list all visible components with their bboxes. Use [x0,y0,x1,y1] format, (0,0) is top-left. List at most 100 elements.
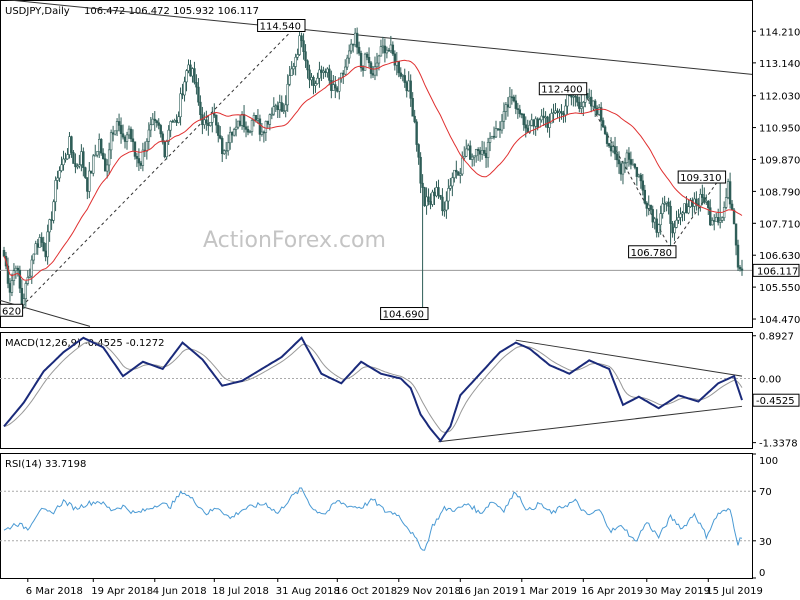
candle-body [427,196,430,202]
price-tick-label: 113.140 [759,59,800,70]
rsi-tick-label: 30 [759,537,772,548]
candle-body [443,209,446,212]
candle-body [371,73,375,76]
candle-body [496,128,500,130]
candle-body [534,118,537,127]
candle-body [566,94,569,107]
macd-lower-trendline [438,405,743,443]
candle-body [306,60,309,71]
candle-body [657,224,660,233]
rsi-title: RSI(14) 33.7198 [5,459,86,470]
candle-body [191,68,194,77]
candle-body [677,217,680,221]
candle-body [64,158,67,161]
candle-body [367,57,371,64]
candle-body [470,156,474,160]
candle-body [334,84,337,89]
candle-body [215,114,218,126]
candle-body [346,57,349,68]
candle-body [643,189,646,204]
candle-body [707,200,710,209]
candle-body [131,138,135,143]
candle-body [340,72,343,79]
candle-body [40,237,43,243]
price-annotation: 104.690 [383,310,424,321]
candle-body [639,174,643,182]
candle-body [713,220,716,222]
candle-body [230,131,234,136]
candle-body [326,68,329,73]
candle-body [139,162,143,166]
candle-body [421,182,424,188]
x-tick-label: 1 Mar 2019 [520,586,577,597]
candle-body [629,159,633,165]
candle-body [403,75,406,83]
candle-body [363,53,367,71]
candle-body [296,54,299,58]
candle-body [740,268,744,271]
x-tick-label: 31 Aug 2018 [276,586,340,597]
candle-body [601,120,605,128]
candle-body [58,170,61,179]
candle-body [258,118,262,135]
candle-body [288,75,291,85]
candle-body [80,151,83,165]
candle-body [722,207,726,219]
candle-body [510,96,514,99]
candle-body [121,133,125,138]
candle-body [223,150,226,155]
candle-body [90,170,93,174]
candle-body [161,133,164,143]
candle-body [294,56,297,67]
candle-body [576,96,579,103]
candle-body [631,163,635,166]
candle-body [586,92,589,99]
candle-body [663,203,666,205]
candle-body [157,122,160,126]
candle-body [542,115,545,118]
x-tick-label: 16 Apr 2019 [581,586,643,597]
x-tick-label: 16 Oct 2018 [335,586,397,597]
candle-body [530,119,533,126]
candle-body [56,177,59,181]
candle-body [419,156,422,184]
candle-body [98,139,101,152]
candle-body [137,158,141,164]
candle-body [20,287,24,305]
candle-body [399,72,402,77]
candle-body [550,113,553,124]
chart-header-ohlc: 106.472 106.472 105.932 106.117 [84,6,259,17]
candle-body [611,146,615,152]
candle-body [153,118,156,122]
candle-body [679,213,682,218]
candle-body [726,181,730,198]
candle-body [228,131,232,144]
macd-tick-label: 0.8927 [759,332,794,343]
upper-trendline [4,0,753,75]
candle-body [270,113,274,116]
price-tick-label: 106.630 [759,251,800,262]
candle-body [467,145,470,150]
candle-body [213,113,216,116]
candle-body [70,136,73,153]
candle-body [30,259,33,277]
price-annotation-box [538,82,588,96]
macd-signal-line [3,341,743,433]
candle-body [185,70,188,83]
candle-body [578,101,581,109]
candle-body [599,107,603,121]
candle-body [669,205,672,224]
macd-current-label: -0.4525 [756,396,795,407]
candle-body [328,68,331,81]
candle-body [347,50,351,59]
candle-body [52,201,55,221]
candle-body [429,201,432,205]
candle-body [155,120,158,124]
candle-body [705,200,708,203]
price-plot: 620 114.540 104.690 112.400 106.780 109.310 [0,0,753,327]
candle-body [107,149,111,166]
candle-body [163,141,166,158]
candle-body [60,164,63,171]
rsi-tick-label: 0 [759,568,765,579]
